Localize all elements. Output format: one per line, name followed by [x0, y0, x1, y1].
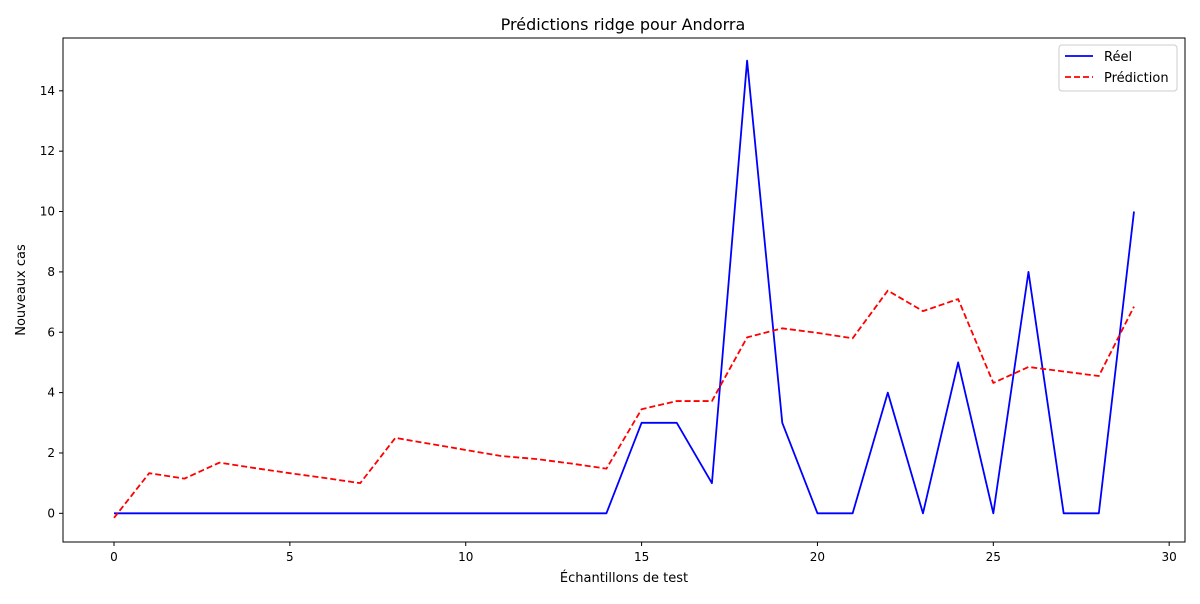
legend-label-1: Prédiction: [1104, 71, 1169, 86]
x-tick-label: 30: [1162, 550, 1177, 564]
plot-lines: [113, 59, 1135, 519]
y-tick-label: 10: [40, 205, 55, 219]
y-axis-label: Nouveaux cas: [14, 244, 29, 336]
series-line-0: [114, 59, 1135, 515]
x-tick-label: 15: [634, 550, 649, 564]
y-tick-label: 14: [40, 84, 55, 98]
x-axis: 0 5 10 15 20 25 30: [110, 542, 1177, 564]
legend-label-0: Réel: [1104, 50, 1132, 65]
plot-frame: [62, 37, 1186, 543]
legend: Réel Prédiction: [1058, 44, 1178, 92]
x-axis-label: Échantillons de test: [560, 570, 688, 586]
x-tick-label: 25: [986, 550, 1001, 564]
y-tick-label: 2: [47, 446, 55, 460]
y-tick-label: 0: [47, 506, 55, 520]
x-tick-label: 10: [458, 550, 473, 564]
y-tick-label: 6: [47, 325, 55, 339]
series-line-1: [113, 289, 1135, 519]
y-tick-label: 8: [47, 265, 55, 279]
x-tick-label: 0: [110, 550, 118, 564]
chart-title: Prédictions ridge pour Andorra: [501, 15, 746, 34]
y-axis: 0 2 4 6 8 10 12 14: [40, 84, 63, 520]
x-tick-label: 5: [286, 550, 294, 564]
y-tick-label: 12: [40, 144, 55, 158]
y-tick-label: 4: [47, 386, 55, 400]
x-tick-label: 20: [810, 550, 825, 564]
